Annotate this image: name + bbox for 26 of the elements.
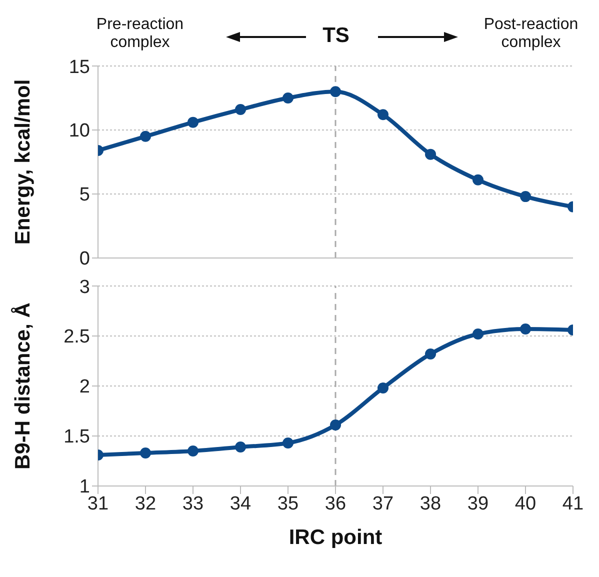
x-tick-label: 41 (562, 493, 584, 514)
x-tick-label: 31 (87, 493, 109, 514)
y-tick-label: 5 (79, 184, 90, 206)
y-tick-label: 0 (79, 248, 90, 270)
y-tick-label: 2.5 (64, 326, 90, 348)
x-tick-label: 36 (324, 493, 346, 514)
x-axis-title: IRC point (288, 526, 382, 549)
text: Post-reaction complex (482, 16, 580, 52)
y-tick-label: 15 (68, 56, 90, 78)
x-tick-label: 38 (420, 493, 442, 514)
y-tick-label: 2 (79, 376, 90, 398)
x-tick-label: 34 (230, 493, 252, 514)
y-tick-label: 1 (79, 476, 90, 498)
y-tick-label: 1.5 (64, 426, 90, 448)
x-tick-label: 33 (182, 493, 204, 514)
y-axis-title: B9-H distance, Å (10, 302, 34, 470)
x-tick-label: 35 (277, 493, 299, 514)
y-tick-label: 10 (68, 120, 90, 142)
x-tick-label: 40 (514, 493, 536, 514)
x-tick-label: 32 (134, 493, 156, 514)
text: Pre-reaction complex (95, 16, 185, 52)
x-tick-label: 37 (372, 493, 394, 514)
y-axis-title: Energy, kcal/mol (11, 79, 34, 245)
x-tick-label: 39 (467, 493, 489, 514)
text: TS (322, 24, 350, 48)
y-tick-label: 3 (79, 276, 90, 298)
